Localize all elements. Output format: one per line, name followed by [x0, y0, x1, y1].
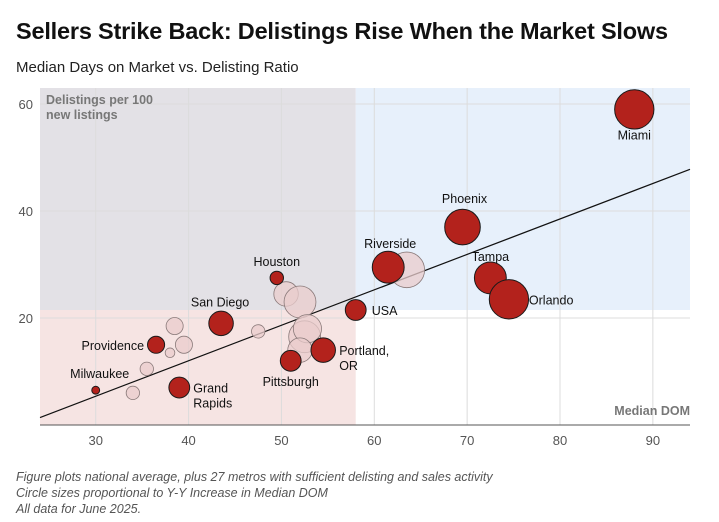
- data-label-line: Pittsburgh: [263, 375, 319, 389]
- metro-point-labeled: [269, 270, 284, 286]
- metro-point-labeled: [444, 208, 481, 246]
- metro-point-labeled: [488, 279, 530, 320]
- metro-point-muted: [165, 317, 184, 335]
- chart-subtitle: Median Days on Market vs. Delisting Rati…: [16, 59, 299, 76]
- data-points: [91, 89, 655, 401]
- data-label-line: Providence: [82, 339, 145, 353]
- x-tick-label: 50: [274, 433, 288, 448]
- data-label-line: Miami: [618, 128, 651, 142]
- data-label: USA: [372, 304, 398, 318]
- metro-point-labeled: [614, 89, 655, 130]
- x-tick-label: 80: [553, 433, 567, 448]
- trendline: [39, 168, 691, 419]
- data-label: Orlando: [529, 293, 574, 307]
- data-label: Riverside: [364, 237, 416, 251]
- x-tick-label: 90: [646, 433, 660, 448]
- data-label-line: Rapids: [193, 397, 232, 411]
- data-label: Portland, OR: [339, 344, 389, 373]
- footnote-circle-size: Circle sizes proportional to Y-Y Increas…: [16, 486, 328, 500]
- y-tick-label: 20: [19, 311, 33, 326]
- data-label-line: USA: [372, 304, 398, 318]
- grid-lines: [40, 88, 690, 425]
- metro-point-labeled: [279, 349, 302, 372]
- metro-point-labeled: [371, 250, 405, 284]
- data-label-line: Riverside: [364, 237, 416, 251]
- data-label: Providence: [82, 339, 145, 353]
- data-label-line: OR: [339, 359, 358, 373]
- x-tick-label: 30: [88, 433, 102, 448]
- metro-point-muted: [164, 347, 176, 359]
- data-label-line: Orlando: [529, 293, 574, 307]
- data-label: Houston: [254, 255, 301, 269]
- data-label: Pittsburgh: [263, 375, 319, 389]
- data-label: Tampa: [472, 250, 510, 264]
- metro-point-labeled: [310, 337, 336, 363]
- data-label: Grand Rapids: [193, 382, 232, 411]
- metro-point-muted: [125, 385, 140, 401]
- data-label-line: Phoenix: [442, 192, 488, 206]
- data-label: San Diego: [191, 295, 249, 309]
- footnote-sample: Figure plots national average, plus 27 m…: [16, 470, 493, 484]
- x-tick-label: 40: [181, 433, 195, 448]
- quadrant-upper-left: [40, 88, 356, 310]
- data-label-line: Portland,: [339, 344, 389, 358]
- data-label-line: Houston: [254, 255, 301, 269]
- metro-point-labeled: [344, 299, 367, 321]
- metro-point-labeled: [168, 376, 191, 399]
- data-labels: Miami Phoenix Tampa Orlando Riverside Houston…: [70, 128, 651, 410]
- chart-title: Sellers Strike Back: Delistings Rise Whe…: [16, 18, 668, 44]
- data-label: Phoenix: [442, 192, 488, 206]
- data-label-line: Grand: [193, 382, 228, 396]
- metro-point-muted: [251, 324, 266, 339]
- y-tick-label: 40: [19, 204, 33, 219]
- y-axis-label-line: new listings: [46, 108, 118, 122]
- footnote-date: All data for June 2025.: [16, 502, 142, 516]
- y-axis-label-line: Delistings per 100: [46, 93, 153, 107]
- data-label-line: San Diego: [191, 295, 249, 309]
- metro-point-muted: [174, 335, 193, 354]
- data-label: Milwaukee: [70, 367, 129, 381]
- data-label: Miami: [618, 128, 651, 142]
- x-axis-label: Median DOM: [614, 404, 690, 418]
- trendline-group: [39, 168, 691, 419]
- x-tick-label: 60: [367, 433, 381, 448]
- data-label-line: Tampa: [472, 250, 510, 264]
- metro-point-labeled: [208, 310, 234, 337]
- metro-point-muted: [139, 361, 154, 376]
- quadrant-backgrounds: [40, 88, 690, 425]
- x-tick-label: 70: [460, 433, 474, 448]
- metro-point-muted: [283, 285, 317, 319]
- metro-point-labeled: [91, 385, 101, 395]
- y-tick-label: 60: [19, 97, 33, 112]
- axes: 30 40 50 60 70 80 90 20 40 60 Delistings per 100 ne…: [19, 93, 690, 448]
- metro-point-labeled: [147, 335, 166, 354]
- data-label-line: Milwaukee: [70, 367, 129, 381]
- y-axis-label: Delistings per 100 new listings: [46, 93, 153, 122]
